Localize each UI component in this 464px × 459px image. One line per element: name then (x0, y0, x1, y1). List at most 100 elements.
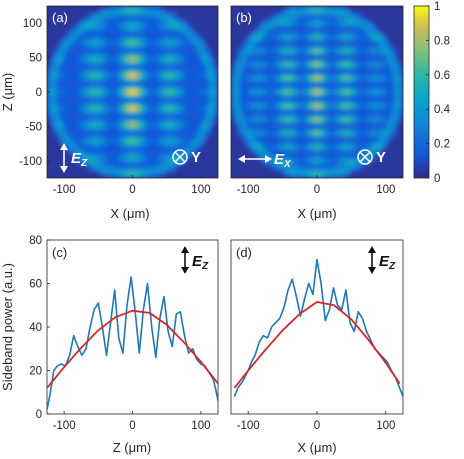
heatmap-b-cell (326, 72, 331, 77)
heatmap-a-cell (201, 45, 206, 50)
heatmap-b-cell (307, 42, 311, 47)
heatmap-b-cell (247, 52, 252, 57)
heatmap-a-cell (99, 171, 104, 176)
heatmap-a-cell (56, 171, 61, 176)
heatmap-a-cell (56, 85, 61, 90)
heatmap-a-cell (119, 95, 124, 100)
heatmap-b-cell (340, 161, 345, 166)
heatmap-b-cell (234, 171, 239, 176)
heatmap-a-cell (70, 128, 74, 133)
heatmap-a-cell (211, 128, 216, 133)
heatmap-a-cell (116, 35, 120, 40)
heatmap-b-cell (280, 121, 285, 126)
heatmap-b-cell (333, 128, 338, 133)
heatmap-a-cell (99, 158, 104, 163)
heatmap-a-cell (155, 95, 160, 100)
heatmap-a-cell (106, 158, 111, 163)
heatmap-b-cell (277, 12, 282, 17)
heatmap-a-cell (47, 52, 51, 57)
heatmap-a-cell (116, 25, 120, 30)
heatmap-b-cell (254, 88, 259, 93)
heatmap-b-cell (297, 68, 302, 73)
heatmap-b-cell (274, 95, 278, 100)
heatmap-a-cell (139, 19, 143, 24)
heatmap-b-cell (293, 105, 298, 110)
heatmap-b-cell (244, 75, 249, 80)
heatmap-b-cell (310, 78, 315, 83)
heatmap-a-cell (208, 115, 213, 120)
heatmap-a-cell (79, 161, 84, 166)
heatmap-b-cell (237, 72, 242, 77)
heatmap-a-cell (185, 98, 190, 103)
heatmap-a-cell (145, 32, 150, 37)
heatmap-a-cell (201, 65, 206, 70)
heatmap-a-cell (208, 65, 213, 70)
heatmap-a-cell (168, 32, 173, 37)
heatmap-b-cell (360, 49, 364, 53)
heatmap-a-cell (135, 111, 140, 116)
heatmap-a-cell (158, 135, 163, 139)
heatmap-b-cell (363, 62, 368, 67)
heatmap-b-cell (267, 52, 272, 57)
heatmap-a-cell (93, 174, 97, 178)
heatmap-b-cell (356, 131, 361, 136)
heatmap-a-cell (162, 72, 166, 77)
heatmap-b-cell (313, 144, 318, 149)
heatmap-a-cell (89, 35, 94, 40)
heatmap-a-cell (119, 6, 124, 10)
heatmap-a-cell (112, 6, 117, 10)
heatmap-b-cell (280, 151, 285, 156)
heatmap-a-cell (66, 65, 71, 70)
heatmap-b-cell (363, 58, 368, 63)
heatmap-a-cell (204, 105, 209, 110)
heatmap-b-cell (237, 118, 242, 123)
heatmap-a-cell (191, 138, 196, 143)
heatmap-a-cell (145, 52, 150, 57)
heatmap-b-cell (257, 121, 262, 126)
heatmap-b-cell (323, 49, 328, 53)
heatmap-a-cell (60, 88, 65, 93)
heatmap-a-cell (142, 148, 147, 153)
heatmap-b-cell (300, 92, 305, 96)
heatmap-b-cell (300, 131, 305, 136)
heatmap-b-cell (320, 148, 325, 153)
heatmap-a-cell (76, 98, 81, 103)
heatmap-b-cell (293, 161, 298, 166)
heatmap-a-cell (109, 105, 114, 110)
heatmap-b-cell (231, 6, 235, 10)
heatmap-a-cell (60, 15, 65, 20)
heatmap-b-cell (300, 15, 305, 20)
heatmap-a-cell (116, 95, 120, 100)
heatmap-a-cell (145, 105, 150, 110)
heatmap-a-cell (204, 161, 209, 166)
heatmap-b-cell (283, 108, 288, 113)
heatmap-a-cell (119, 115, 124, 120)
heatmap-b-cell (333, 62, 338, 67)
heatmap-b-cell (267, 62, 272, 67)
heatmap-a-cell (93, 168, 97, 172)
heatmap-b-cell (244, 171, 249, 176)
heatmap-a-cell (135, 12, 140, 17)
heatmap-a-cell (63, 85, 68, 90)
heatmap-b-cell (280, 168, 285, 172)
heatmap-b-cell (257, 98, 262, 103)
heatmap-a-cell (125, 62, 130, 67)
heatmap-a-cell (168, 158, 173, 163)
heatmap-a-cell (112, 118, 117, 123)
heatmap-a-cell (83, 58, 88, 63)
heatmap-a-cell (158, 32, 163, 37)
heatmap-a-cell (185, 168, 190, 172)
heatmap-b-cell (240, 72, 245, 77)
heatmap-a-cell (132, 101, 137, 106)
heatmap-a-cell (129, 58, 134, 63)
heatmap-a-cell (96, 121, 101, 126)
heatmap-b-cell (340, 75, 345, 80)
heatmap-a-cell (181, 35, 186, 40)
heatmap-a-cell (70, 75, 74, 80)
heatmap-a-cell (132, 88, 137, 93)
heatmap-b-cell (297, 32, 302, 37)
heatmap-b-cell (310, 72, 315, 77)
heatmap-a-cell (102, 125, 107, 129)
heatmap-a-cell (73, 19, 78, 24)
